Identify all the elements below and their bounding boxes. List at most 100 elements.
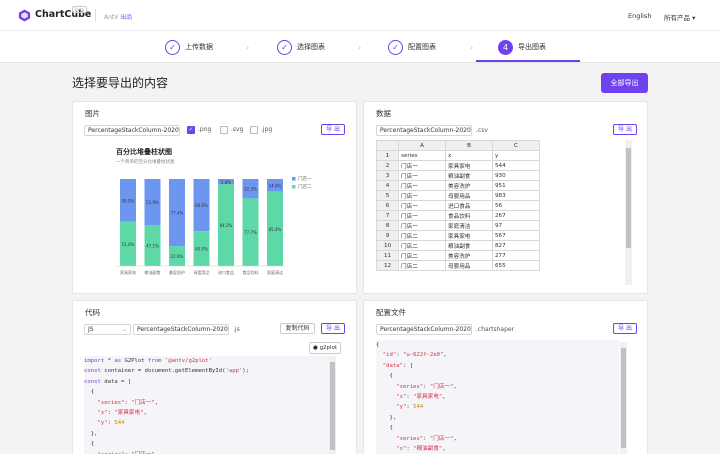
jpg-checkbox[interactable] — [250, 126, 258, 134]
step-bar: ✓ 上传数据 › ✓ 选择图表 › ✓ 配置图表 › 4 导出图表 — [0, 31, 720, 63]
step-export-chart[interactable]: 4 导出图表 — [498, 39, 546, 55]
check-icon: ✓ — [165, 39, 180, 55]
table-cell[interactable]: 827 — [492, 240, 540, 251]
table-row: 6 门店一 进口食品 56 — [376, 200, 540, 211]
code-filename-input[interactable]: PercentageStackColumn-2020 — [133, 324, 229, 335]
table-cell[interactable]: 家具家电 — [445, 230, 493, 241]
export-data-button[interactable]: 导 出 — [613, 124, 637, 135]
scroll-thumb[interactable] — [330, 362, 335, 450]
data-label: 22.6% — [171, 254, 184, 259]
data-label: 94.2% — [220, 223, 233, 228]
export-all-button[interactable]: 全部导出 — [601, 73, 648, 93]
step-label: 选择图表 — [297, 43, 325, 51]
x-tick-label: 食品饮料 — [243, 269, 259, 275]
table-cell[interactable]: 门店一 — [398, 190, 446, 201]
table-cell[interactable]: 951 — [492, 180, 540, 191]
table-row: 12 门店二 母婴用品 655 — [376, 260, 540, 271]
table-row: 9 门店二 家具家电 567 — [376, 230, 540, 241]
data-label: 49.0% — [122, 198, 135, 203]
table-cell[interactable]: 粮油副食 — [445, 240, 493, 251]
table-cell[interactable]: 门店一 — [398, 200, 446, 211]
code-editor[interactable]: import * as G2Plot from '@antv/g2plot' c… — [84, 356, 329, 454]
table-cell[interactable]: 56 — [492, 200, 540, 211]
x-tick-label: 母婴用品 — [194, 270, 210, 275]
config-filename-input[interactable]: PercentageStackColumn-2020 — [376, 324, 472, 335]
row-number: 7 — [376, 210, 399, 221]
table-cell[interactable]: 655 — [492, 260, 540, 271]
svg-checkbox[interactable] — [220, 126, 228, 134]
column-header[interactable]: A — [398, 140, 446, 151]
table-cell[interactable]: y — [492, 150, 540, 161]
row-number: 6 — [376, 200, 399, 211]
table-cell[interactable]: 门店二 — [398, 230, 446, 241]
table-cell[interactable]: 门店二 — [398, 250, 446, 261]
language-select[interactable]: JS ⌄ — [84, 324, 131, 335]
column-header[interactable]: B — [445, 140, 493, 151]
table-cell[interactable]: 母婴用品 — [445, 190, 493, 201]
table-cell[interactable]: 567 — [492, 230, 540, 241]
g2plot-tag[interactable]: ● g2plot — [309, 342, 342, 354]
table-cell[interactable]: 门店一 — [398, 170, 446, 181]
png-checkbox[interactable]: ✓ — [187, 126, 195, 134]
table-cell[interactable]: 97 — [492, 220, 540, 231]
table-cell[interactable]: 门店一 — [398, 180, 446, 191]
legend-item[interactable]: 门店二 — [298, 183, 312, 190]
data-label: 85.4% — [269, 227, 282, 232]
credit-link[interactable]: 出品 — [120, 14, 133, 21]
image-filename-input[interactable]: PercentageStackColumn-2020 — [84, 125, 180, 136]
beta-badge: beta — [72, 6, 88, 13]
code-panel-title: 代码 — [85, 308, 100, 317]
table-cell[interactable]: 进口食品 — [445, 200, 493, 211]
bar-门店二 — [144, 225, 161, 266]
scroll-thumb[interactable] — [621, 348, 626, 448]
language-switch[interactable]: English — [628, 12, 652, 20]
table-cell[interactable]: 门店一 — [398, 210, 446, 221]
table-cell[interactable]: 930 — [492, 170, 540, 181]
step-config-chart[interactable]: ✓ 配置图表 — [388, 39, 436, 55]
github-icon: ● — [313, 345, 318, 351]
config-editor[interactable]: { "id": "u-622f-2e0", "data": [ { "serie… — [376, 340, 619, 454]
bar-门店二 — [120, 221, 136, 266]
table-cell[interactable]: 267 — [492, 210, 540, 221]
bar-门店一 — [193, 179, 210, 232]
table-cell[interactable]: 家庭清洁 — [445, 220, 493, 231]
table-cell[interactable]: 544 — [492, 160, 540, 171]
table-cell[interactable]: 食品饮料 — [445, 210, 493, 221]
bar-门店一 — [144, 179, 161, 226]
table-cell[interactable]: series — [398, 150, 446, 161]
copy-code-button[interactable]: 复制代码 — [280, 323, 315, 334]
table-cell[interactable]: 粮油副食 — [445, 170, 493, 181]
export-code-button[interactable]: 导 出 — [321, 323, 345, 334]
table-cell[interactable]: 983 — [492, 190, 540, 201]
top-header: ChartCube beta AntV 出品 English 所有产品 ▾ — [0, 0, 720, 31]
table-cell[interactable]: 277 — [492, 250, 540, 261]
scroll-thumb[interactable] — [626, 148, 631, 248]
table-cell[interactable]: 家具家电 — [445, 160, 493, 171]
table-cell[interactable]: 门店一 — [398, 220, 446, 231]
table-cell[interactable]: 母婴用品 — [445, 260, 493, 271]
table-cell[interactable]: 门店二 — [398, 260, 446, 271]
table-cell[interactable]: 美容洗护 — [445, 250, 493, 261]
data-filename-input[interactable]: PercentageStackColumn-2020 — [376, 125, 472, 136]
brand-name[interactable]: ChartCube — [35, 9, 92, 20]
step-select-chart[interactable]: ✓ 选择图表 — [277, 39, 325, 55]
table-cell[interactable]: 门店二 — [398, 240, 446, 251]
config-scrollbar[interactable] — [620, 342, 627, 454]
table-cell[interactable]: 美容洗护 — [445, 180, 493, 191]
step-upload-data[interactable]: ✓ 上传数据 — [165, 39, 213, 55]
table-row: 8 门店一 家庭清洁 97 — [376, 220, 540, 231]
bar-门店一 — [169, 179, 185, 247]
legend-item[interactable]: 门店一 — [298, 175, 312, 182]
row-number: 9 — [376, 230, 399, 241]
table-cell[interactable]: x — [445, 150, 493, 161]
data-scrollbar[interactable] — [625, 140, 632, 285]
table-cell[interactable]: 门店一 — [398, 160, 446, 171]
code-scrollbar[interactable] — [329, 356, 336, 454]
data-label: 77.4% — [171, 211, 184, 216]
table-row: 4 门店一 美容洗护 951 — [376, 180, 540, 191]
products-menu[interactable]: 所有产品 ▾ — [664, 14, 696, 22]
svg-label: .svg — [231, 126, 244, 133]
export-config-button[interactable]: 导 出 — [613, 323, 637, 334]
export-image-button[interactable]: 导 出 — [321, 124, 345, 135]
column-header[interactable]: C — [492, 140, 540, 151]
